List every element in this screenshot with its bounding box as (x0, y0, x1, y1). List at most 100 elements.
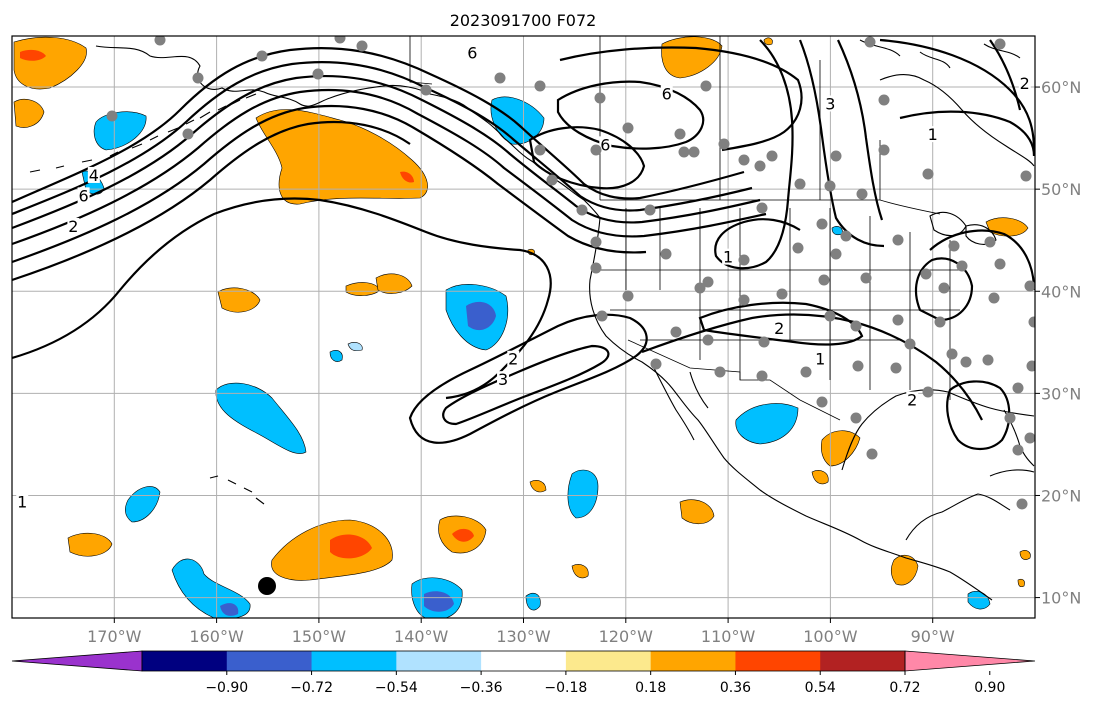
contour-label: 2 (774, 319, 784, 338)
alaska-canada-border (409, 36, 433, 85)
station-dot (546, 174, 558, 186)
colorbar-tick-label: 0.72 (889, 680, 920, 696)
station-dot (650, 358, 662, 370)
station-dot (494, 72, 506, 84)
great-lakes (929, 211, 997, 245)
station-dot (1028, 316, 1035, 328)
contour-line (698, 301, 864, 346)
station-dot (312, 68, 324, 80)
station-dots (106, 36, 1035, 510)
anomaly-region-orange (763, 37, 773, 46)
station-dot (182, 128, 194, 140)
contour-label: 1 (815, 350, 825, 369)
anomaly-region-red (452, 528, 474, 542)
colorbar-tick-labels: −0.90 −0.72 −0.54 −0.36 −0.18 0.18 0.36 0.54 0.7… (205, 671, 1005, 696)
lon-tick-label: 100°W (803, 627, 858, 646)
contour-label-bg (660, 85, 673, 102)
contour-line (989, 39, 1022, 111)
station-dot (670, 326, 682, 338)
colorbar-tick-label: −0.72 (290, 680, 333, 696)
contour-line (929, 229, 1035, 291)
colorbar-tick-label: −0.90 (205, 680, 248, 696)
contour-label-bg (926, 126, 939, 143)
colorbar-segment (396, 651, 482, 671)
station-dot (938, 282, 950, 294)
station-dot (688, 146, 700, 158)
station-dot (890, 362, 902, 374)
contour-line (837, 39, 884, 221)
lat-tick-label: 20°N (1041, 486, 1081, 505)
colorbar-tick-label: −0.18 (544, 680, 587, 696)
lon-tick-label: 160°W (189, 627, 244, 646)
contour-label-bg (77, 187, 90, 204)
station-dot (988, 292, 1000, 304)
station-dot (590, 144, 602, 156)
colorbar-tick-label: −0.36 (460, 680, 503, 696)
contour-label-bg (497, 371, 510, 388)
lat-tick-label: 30°N (1041, 384, 1081, 403)
station-dot (714, 366, 726, 378)
station-dot (756, 370, 768, 382)
anomaly-region-orange (820, 430, 861, 467)
contour-label-bg (906, 391, 919, 408)
contour-label-bg (824, 95, 837, 112)
station-dot (766, 150, 778, 162)
anomaly-region-orange (67, 532, 113, 557)
contour-line (559, 46, 803, 152)
station-dot (850, 412, 862, 424)
contour-line (12, 46, 745, 204)
station-dot (956, 260, 968, 272)
station-dot (800, 366, 812, 378)
station-dot (892, 234, 904, 246)
lat-tick-label: 10°N (1041, 589, 1081, 608)
colorbar-tick-label: 0.18 (635, 680, 666, 696)
station-dot (1024, 432, 1035, 444)
lat-tick-label: 60°N (1041, 78, 1081, 97)
contour-label: 2 (907, 391, 917, 410)
station-dot (622, 290, 634, 302)
station-dot (994, 38, 1006, 50)
colorbar-tick-label: −0.54 (375, 680, 418, 696)
contour-label: 2 (508, 350, 518, 369)
anomaly-region-blue (567, 469, 599, 519)
contour-label: 2 (1020, 74, 1030, 93)
station-dot (702, 276, 714, 288)
anomaly-region-deep-blue (424, 591, 454, 612)
station-dot (534, 80, 546, 92)
hawaii-islands (209, 475, 265, 505)
lon-tick-label: 120°W (599, 627, 654, 646)
station-dot (934, 316, 946, 328)
contour-label-bg (773, 320, 786, 337)
yucatan-coast (905, 493, 1011, 541)
station-dot (850, 320, 862, 332)
alaska-coastline (95, 45, 431, 107)
station-dot (892, 314, 904, 326)
station-dot (840, 230, 852, 242)
storm-marker (258, 577, 276, 595)
contour-label: 2 (68, 217, 78, 236)
station-dot (738, 294, 750, 306)
station-dot (738, 254, 750, 266)
lon-tick-label: 110°W (701, 627, 756, 646)
station-dot (1016, 498, 1028, 510)
colorbar-tick-label: 0.36 (720, 680, 751, 696)
contour-label-bg (814, 350, 827, 367)
contour-label-bg (1018, 75, 1031, 92)
colorbar-tick-label: 0.54 (805, 680, 836, 696)
map-title: 2023091700 F072 (450, 11, 597, 30)
station-dot (830, 248, 842, 260)
anomaly-region-red (400, 171, 414, 183)
station-dot (946, 348, 958, 360)
station-dot (866, 448, 878, 460)
contour-label: 1 (17, 493, 27, 512)
contour-line (798, 39, 885, 248)
anomaly-region-blue (93, 111, 147, 151)
station-dot (754, 160, 766, 172)
station-dot (702, 334, 714, 346)
colorbar-segment (142, 651, 228, 671)
station-dot (594, 92, 606, 104)
anomaly-region-orange (375, 273, 413, 294)
contour-label: 3 (825, 94, 835, 113)
station-dot (622, 122, 634, 134)
